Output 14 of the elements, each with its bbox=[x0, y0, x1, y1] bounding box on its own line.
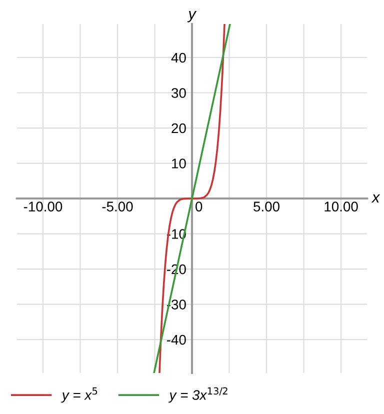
x-tick-label: -5.00 bbox=[102, 202, 133, 212]
y-tick-label: 20 bbox=[172, 123, 186, 134]
x-tick-label: 5.00 bbox=[254, 202, 280, 212]
y-axis-title: y bbox=[187, 11, 197, 22]
legend-label: y = 3x$^{13/2}$ bbox=[168, 387, 228, 403]
y-tick-label: 30 bbox=[172, 88, 186, 98]
x-tick-label: -10.00 bbox=[24, 202, 62, 212]
x-axis-title: x bbox=[371, 194, 380, 202]
x-tick-label: 10.00 bbox=[324, 202, 358, 212]
y-tick-label: -40 bbox=[166, 334, 186, 345]
y-tick-label: 10 bbox=[172, 158, 186, 168]
y-tick-label: 40 bbox=[171, 52, 186, 63]
x-tick-label: 0 bbox=[196, 202, 202, 212]
legend-label: y = x$^{5}$ bbox=[61, 387, 98, 403]
